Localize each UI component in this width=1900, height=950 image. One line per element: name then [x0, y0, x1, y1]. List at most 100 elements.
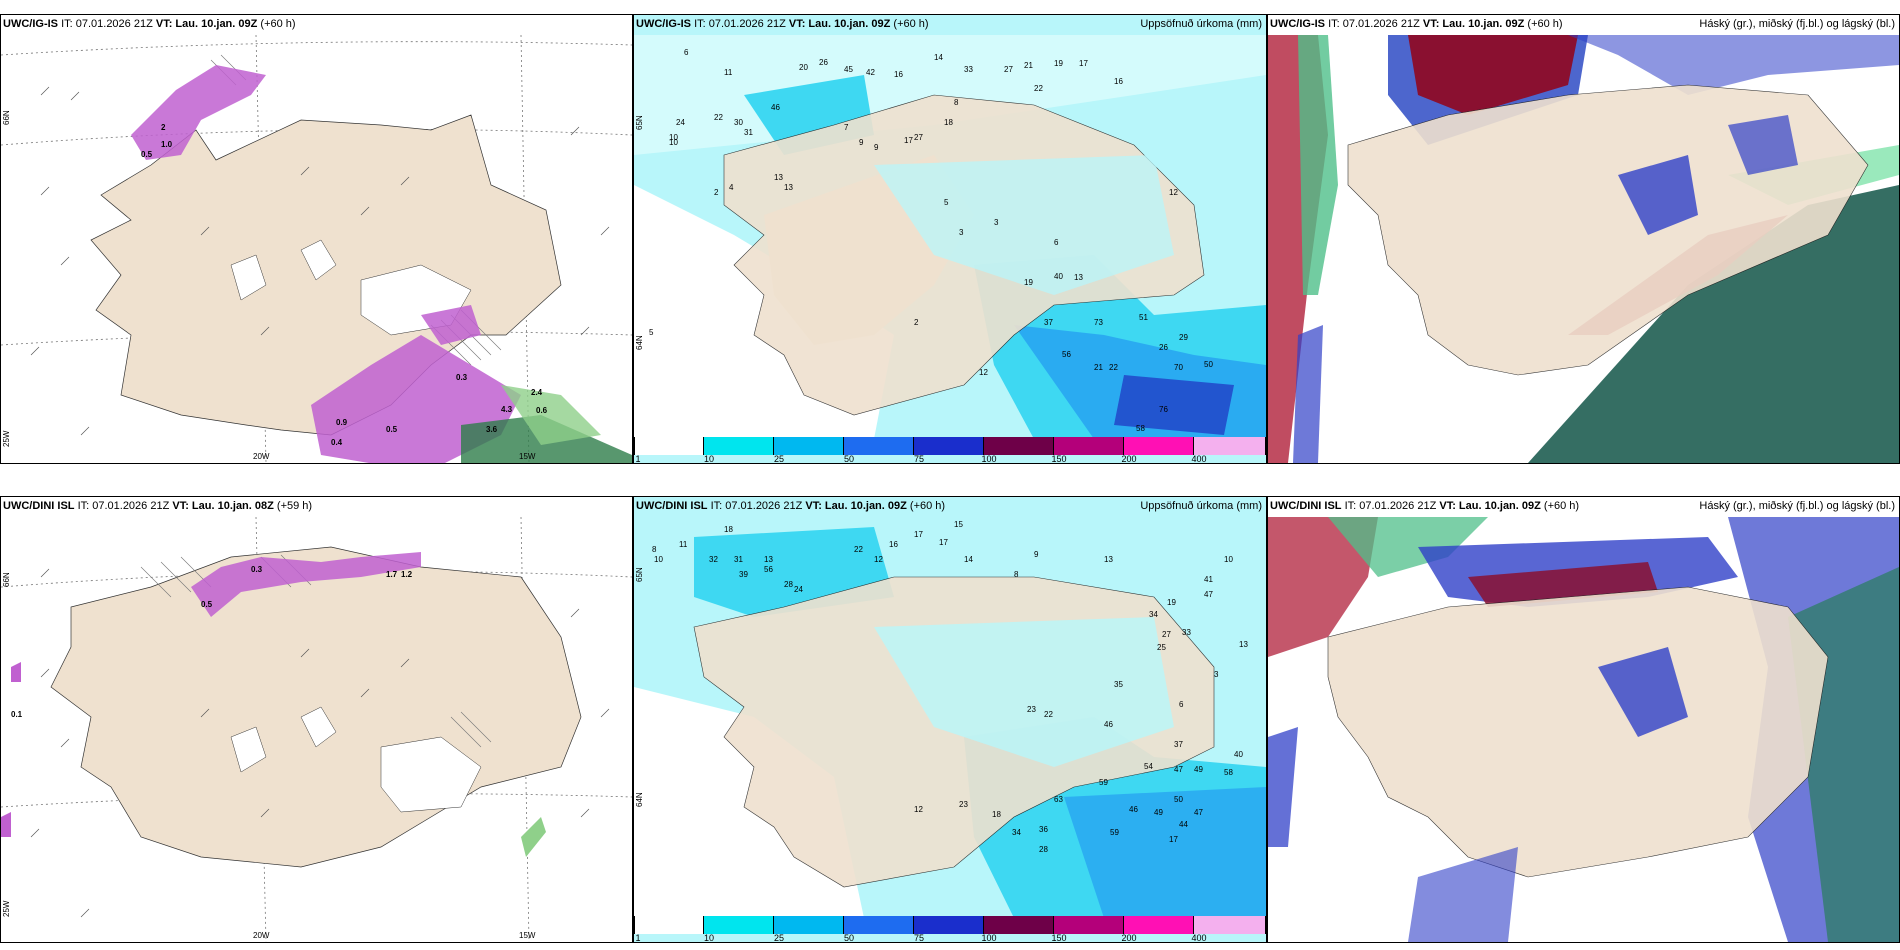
svg-text:10: 10	[654, 555, 663, 564]
svg-text:16: 16	[889, 540, 898, 549]
map-panel-ig-clouds: UWC/IG-IS IT: 07.01.2026 21Z VT: Lau. 10…	[1267, 14, 1900, 464]
svg-text:41: 41	[1204, 575, 1213, 584]
svg-text:5: 5	[944, 198, 949, 207]
svg-text:58: 58	[1136, 424, 1145, 433]
svg-text:17: 17	[904, 136, 913, 145]
map-panel-ig-wind-snow: UWC/IG-IS IT: 07.01.2026 21Z VT: Lau. 10…	[0, 14, 633, 464]
lat-label-66n: 66N	[2, 110, 11, 125]
panel-header: UWC/DINI ISL IT: 07.01.2026 21Z VT: Lau.…	[1270, 500, 1580, 512]
svg-text:1.7: 1.7	[386, 570, 398, 579]
svg-text:0.9: 0.9	[336, 418, 348, 427]
svg-text:19: 19	[1167, 598, 1176, 607]
svg-text:17: 17	[1079, 59, 1088, 68]
svg-text:0.1: 0.1	[11, 710, 23, 719]
svg-text:12: 12	[914, 805, 923, 814]
lon-label-15w: 15W	[519, 931, 536, 940]
svg-text:33: 33	[964, 65, 973, 74]
panel-header: UWC/IG-IS IT: 07.01.2026 21Z VT: Lau. 10…	[636, 18, 929, 30]
lat-label-64n: 64N	[635, 792, 644, 807]
svg-text:0.3: 0.3	[456, 373, 468, 382]
map-panel-dini-precip: UWC/DINI ISL IT: 07.01.2026 21Z VT: Lau.…	[633, 496, 1267, 943]
svg-text:31: 31	[744, 128, 753, 137]
svg-text:12: 12	[1169, 188, 1178, 197]
svg-text:0.6: 0.6	[536, 406, 548, 415]
svg-text:34: 34	[1012, 828, 1021, 837]
svg-text:27: 27	[914, 133, 923, 142]
svg-text:47: 47	[1204, 590, 1213, 599]
map-canvas	[1268, 35, 1899, 463]
map-panel-dini-clouds: UWC/DINI ISL IT: 07.01.2026 21Z VT: Lau.…	[1267, 496, 1900, 943]
svg-text:2: 2	[714, 188, 719, 197]
svg-text:4.3: 4.3	[501, 405, 513, 414]
panel-title-right: Uppsöfnuð úrkoma (mm)	[1140, 18, 1262, 30]
map-canvas: 6 11 20 26 45 42 16 14 33 27 21 19 17 16…	[634, 35, 1266, 439]
svg-text:10: 10	[1224, 555, 1233, 564]
svg-text:2.4: 2.4	[531, 388, 543, 397]
svg-text:46: 46	[771, 103, 780, 112]
svg-text:49: 49	[1194, 765, 1203, 774]
svg-text:25: 25	[1157, 643, 1166, 652]
svg-text:22: 22	[714, 113, 723, 122]
svg-text:19: 19	[1054, 59, 1063, 68]
svg-text:39: 39	[739, 570, 748, 579]
svg-text:16: 16	[894, 70, 903, 79]
svg-text:36: 36	[1039, 825, 1048, 834]
svg-text:24: 24	[676, 118, 685, 127]
map-canvas: 2 0.5 1.0 0.9 0.4 0.3 4.3 3.6 0.5 0.6 2.…	[1, 35, 632, 463]
svg-text:40: 40	[1054, 272, 1063, 281]
svg-text:56: 56	[1062, 350, 1071, 359]
svg-text:13: 13	[1104, 555, 1113, 564]
svg-text:7: 7	[844, 123, 849, 132]
lon-label-20w: 20W	[253, 452, 270, 461]
svg-text:9: 9	[874, 143, 879, 152]
svg-text:37: 37	[1174, 740, 1183, 749]
svg-text:6: 6	[684, 48, 689, 57]
svg-text:49: 49	[1154, 808, 1163, 817]
svg-text:13: 13	[784, 183, 793, 192]
svg-text:3: 3	[959, 228, 964, 237]
map-canvas: 1.7 1.2 0.5 0.3 0.1	[1, 517, 632, 942]
map-panel-dini-wind-snow: UWC/DINI ISL IT: 07.01.2026 21Z VT: Lau.…	[0, 496, 633, 943]
svg-text:3: 3	[994, 218, 999, 227]
lat-label-64n: 64N	[635, 335, 644, 350]
svg-text:21: 21	[1024, 61, 1033, 70]
map-panel-ig-precip: UWC/IG-IS IT: 07.01.2026 21Z VT: Lau. 10…	[633, 14, 1267, 464]
svg-text:3: 3	[1214, 670, 1219, 679]
svg-text:54: 54	[1144, 762, 1153, 771]
panel-header: UWC/DINI ISL IT: 07.01.2026 21Z VT: Lau.…	[636, 500, 946, 512]
svg-text:21: 21	[1094, 363, 1103, 372]
precip-colorbar: 1 10 25 50 75 100 150 200 400	[634, 916, 1266, 942]
precip-colorbar: 1 10 25 50 75 100 150 200 400	[634, 437, 1266, 463]
svg-text:0.4: 0.4	[331, 438, 343, 447]
panel-header: UWC/IG-IS IT: 07.01.2026 21Z VT: Lau. 10…	[3, 18, 296, 30]
svg-text:17: 17	[939, 538, 948, 547]
svg-text:22: 22	[1109, 363, 1118, 372]
svg-text:8: 8	[652, 545, 657, 554]
lon-label-20w: 20W	[253, 931, 270, 940]
svg-text:14: 14	[934, 53, 943, 62]
svg-text:19: 19	[1024, 278, 1033, 287]
svg-text:63: 63	[1054, 795, 1063, 804]
svg-text:70: 70	[1174, 363, 1183, 372]
svg-text:56: 56	[764, 565, 773, 574]
svg-text:6: 6	[1179, 700, 1184, 709]
lat-label-25w: 25W	[2, 900, 11, 917]
map-canvas	[1268, 517, 1899, 942]
svg-text:18: 18	[944, 118, 953, 127]
svg-text:13: 13	[764, 555, 773, 564]
precip-value-labels: 6 11 20 26 45 42 16 14 33 27 21 19 17 16…	[649, 48, 1248, 439]
panel-header: UWC/IG-IS IT: 07.01.2026 21Z VT: Lau. 10…	[1270, 18, 1563, 30]
svg-text:13: 13	[774, 173, 783, 182]
svg-text:16: 16	[1114, 77, 1123, 86]
svg-text:10: 10	[669, 133, 678, 142]
svg-text:30: 30	[734, 118, 743, 127]
svg-text:12: 12	[874, 555, 883, 564]
svg-text:20: 20	[799, 63, 808, 72]
svg-text:37: 37	[1044, 318, 1053, 327]
svg-text:17: 17	[914, 530, 923, 539]
svg-text:6: 6	[1054, 238, 1059, 247]
svg-text:46: 46	[1104, 720, 1113, 729]
svg-text:22: 22	[1044, 710, 1053, 719]
panel-title-right: Háský (gr.), miðský (fj.bl.) og lágský (…	[1699, 18, 1895, 30]
svg-text:1.0: 1.0	[161, 140, 173, 149]
